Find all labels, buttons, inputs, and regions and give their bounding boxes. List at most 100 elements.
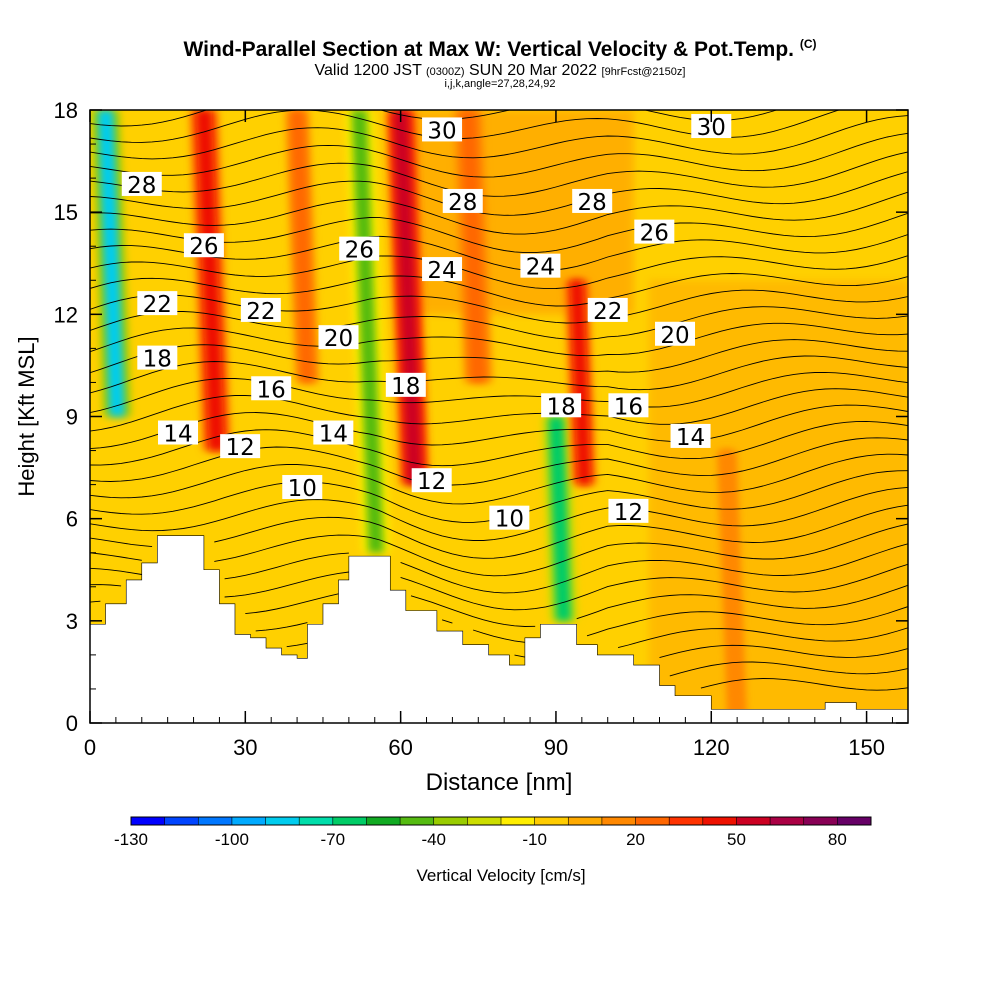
chart-title: Wind-Parallel Section at Max W: Vertical… [0, 37, 1000, 62]
chart-subnote: i,j,k,angle=27,28,24,92 [444, 78, 556, 90]
theta-label-box-14 [655, 321, 696, 346]
theta-label-text-16: 18 [391, 374, 420, 400]
theta-label-9: 24 [520, 253, 561, 281]
colorbar-swatch-19 [770, 817, 805, 825]
subtitle-utc: (0300Z) [426, 66, 465, 78]
colorbar-swatch-12 [534, 817, 569, 825]
theta-label-8: 24 [422, 257, 463, 284]
theta-label-box-26 [282, 475, 323, 500]
isentrope-12 [90, 453, 908, 505]
colorbar-swatch-0 [131, 817, 166, 825]
theta-label-text-3: 28 [448, 190, 477, 216]
isentrope-32 [90, 110, 841, 143]
theta-label-box-5 [183, 233, 224, 258]
theta-label-box-18 [251, 376, 292, 401]
y-tick-label-2: 6 [66, 507, 78, 532]
y-tick-label-3: 9 [66, 405, 78, 430]
colorbar-tick-label-2: -70 [321, 830, 346, 849]
theta-label-13: 20 [318, 325, 359, 352]
subtitle-forecast: [9hrFcst@2150z] [601, 66, 686, 78]
theta-label-text-0: 30 [427, 118, 456, 144]
isentrope-31 [90, 115, 908, 160]
isentrope-10 [90, 486, 908, 541]
velocity-band-7 [570, 280, 591, 485]
colorbar-swatch-18 [736, 817, 771, 825]
y-tick-label-0: 0 [66, 711, 78, 736]
theta-label-text-14: 20 [660, 323, 689, 349]
velocity-band-3 [351, 110, 384, 553]
theta-label-text-6: 26 [345, 238, 374, 264]
theta-label-box-22 [670, 423, 711, 448]
theta-label-text-8: 24 [427, 258, 456, 284]
theta-label-5: 26 [183, 233, 224, 260]
isentrope-22 [90, 289, 908, 324]
x-tick-label-4: 120 [693, 735, 730, 760]
velocity-band-5 [460, 110, 487, 383]
theta-label-box-4 [572, 188, 613, 213]
isentrope-27 [90, 191, 908, 235]
theta-label-box-2 [121, 171, 162, 196]
theta-label-box-27 [489, 505, 530, 530]
theta-label-text-2: 28 [127, 173, 156, 199]
colorbar-swatch-16 [669, 817, 704, 825]
theta-label-text-11: 22 [246, 299, 275, 325]
y-tick-label-6: 18 [54, 98, 78, 123]
colorbar-swatch-20 [803, 817, 838, 825]
y-tick-label-5: 15 [54, 200, 78, 225]
theta-label-text-17: 18 [546, 394, 575, 420]
x-tick-label-0: 0 [84, 735, 96, 760]
colorbar-tick-label-1: -100 [215, 830, 249, 849]
theta-label-4: 28 [572, 188, 613, 216]
theta-label-23: 12 [220, 434, 261, 461]
theta-label-text-24: 12 [417, 469, 446, 495]
theta-label-21: 14 [313, 420, 354, 448]
theta-label-box-7 [634, 219, 675, 244]
x-tick-label-2: 60 [388, 735, 412, 760]
theta-label-text-23: 12 [225, 435, 254, 461]
theta-label-box-13 [318, 325, 359, 350]
theta-label-24: 12 [411, 468, 452, 495]
isentrope-1 [669, 661, 908, 677]
colorbar-label: Vertical Velocity [cm/s] [416, 866, 585, 885]
theta-label-box-25 [608, 498, 649, 523]
theta-label-text-9: 24 [526, 255, 555, 281]
theta-label-box-17 [541, 393, 582, 418]
theta-label-text-21: 14 [319, 422, 348, 448]
theta-label-16: 18 [385, 372, 426, 400]
theta-label-box-19 [608, 393, 649, 418]
subtitle-valid: Valid 1200 JST [314, 62, 422, 79]
theta-label-text-22: 14 [676, 425, 705, 451]
theta-label-19: 16 [608, 393, 649, 420]
velocity-band-2 [290, 110, 314, 383]
colorbar-swatch-10 [467, 817, 502, 825]
isentrope-18 [90, 355, 908, 394]
isentrope-6 [90, 563, 908, 611]
colorbar-swatch-4 [265, 817, 300, 825]
chart-title-text: Wind-Parallel Section at Max W: Vertical… [183, 38, 794, 61]
isentrope-5 [90, 584, 908, 627]
theta-label-22: 14 [670, 423, 711, 451]
colorbar-tick-label-7: 80 [828, 830, 847, 849]
colorbar-swatch-6 [332, 817, 367, 825]
theta-label-box-15 [137, 345, 178, 370]
theta-label-14: 20 [655, 321, 696, 349]
isentrope-20 [90, 322, 908, 357]
x-tick-label-1: 30 [233, 735, 257, 760]
isentrope-30 [90, 132, 908, 178]
y-axis-label: Height [Kft MSL] [14, 336, 39, 496]
theta-label-text-4: 28 [578, 190, 607, 216]
theta-label-0: 30 [422, 117, 463, 144]
isentrope-19 [90, 339, 908, 374]
theta-label-text-12: 22 [593, 299, 622, 325]
theta-label-text-26: 10 [288, 476, 317, 502]
colorbar-swatch-15 [635, 817, 670, 825]
theta-label-text-20: 14 [163, 422, 192, 448]
theta-label-11: 22 [240, 297, 281, 325]
theta-label-3: 28 [442, 188, 483, 216]
theta-label-10: 22 [137, 291, 178, 318]
velocity-band-0 [97, 110, 125, 417]
isentrope-16 [90, 388, 908, 432]
theta-label-text-10: 22 [143, 292, 172, 318]
isentrope-2 [659, 644, 908, 659]
isentrope-23 [90, 273, 908, 307]
